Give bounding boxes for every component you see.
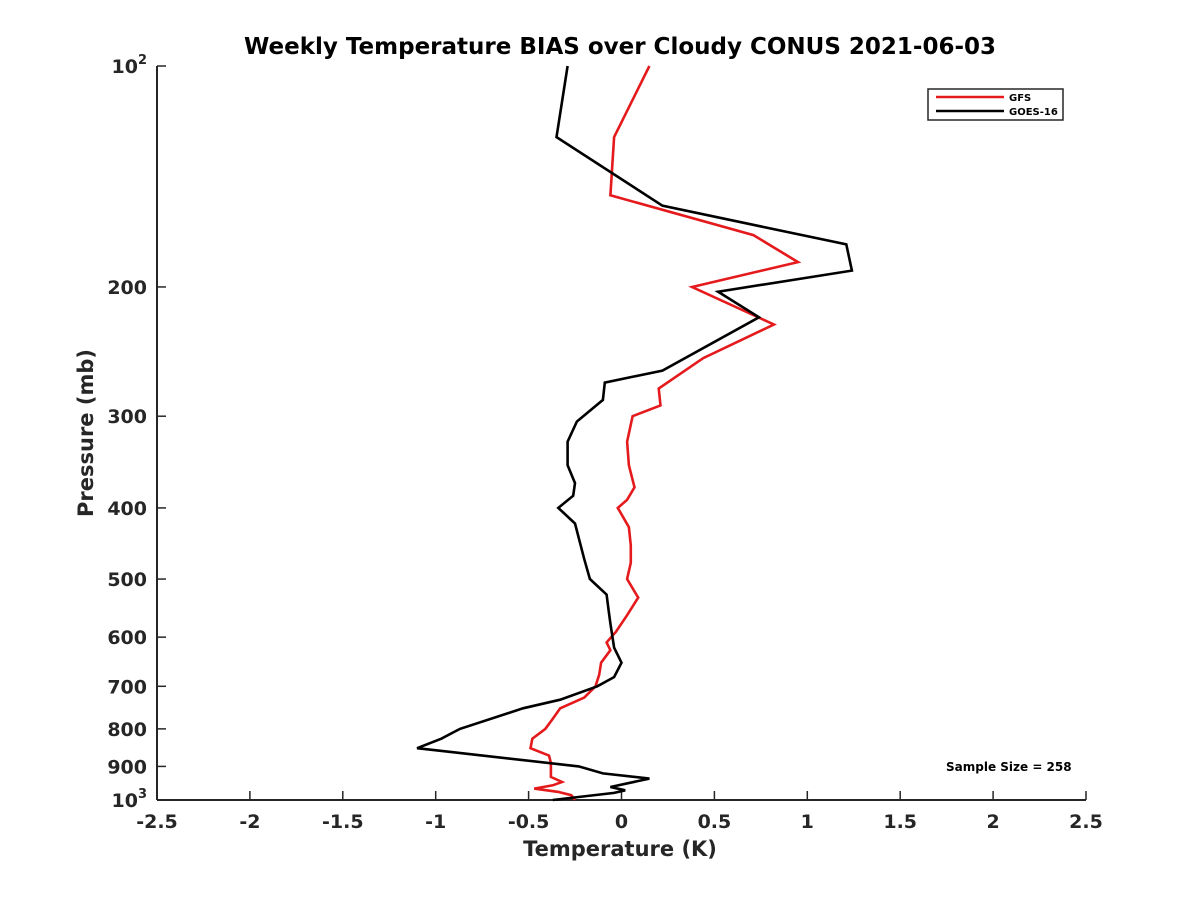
sample-size-annotation: Sample Size = 258 — [946, 760, 1072, 774]
x-tick-label: 1.5 — [883, 811, 917, 833]
series-line-gfs — [529, 65, 802, 801]
y-tick-label: 500 — [107, 569, 147, 591]
x-tick-label: -0.5 — [508, 811, 550, 833]
x-tick-label: 2.5 — [1069, 811, 1103, 833]
y-tick-label: 600 — [107, 627, 147, 649]
legend-box — [927, 88, 1064, 121]
legend-label-goes16: GOES-16 — [1009, 107, 1058, 118]
x-axis-label: Temperature (K) — [523, 837, 717, 861]
chart-title: Weekly Temperature BIAS over Cloudy CONU… — [244, 34, 996, 60]
y-tick-label: 103 — [112, 787, 148, 812]
x-tick-label: -1 — [425, 811, 446, 833]
axes-layer: -2.5 -2 -1.5 -1 -0.5 0 0.5 1 1.5 2 2.5 102 200 300 400… — [107, 53, 1103, 833]
series-layer — [416, 65, 854, 802]
x-tick-label: 0.5 — [698, 811, 732, 833]
y-tick-label: 400 — [107, 498, 147, 520]
series-line-goes16 — [416, 65, 854, 802]
y-tick-label: 102 — [112, 53, 148, 78]
legend: GFS GOES-16 — [927, 88, 1064, 121]
y-tick-label: 700 — [107, 676, 147, 698]
y-tick-label: 900 — [107, 756, 147, 778]
x-tick-label: 1 — [801, 811, 814, 833]
x-tick-label: 2 — [986, 811, 999, 833]
y-tick-label: 200 — [107, 277, 147, 299]
y-tick-label: 800 — [107, 719, 147, 741]
x-tick-label: -2.5 — [136, 811, 178, 833]
x-tick-label: 0 — [615, 811, 628, 833]
legend-label-gfs: GFS — [1009, 93, 1031, 104]
x-tick-label: -2 — [239, 811, 260, 833]
x-tick-label: -1.5 — [322, 811, 364, 833]
y-axis-label: Pressure (mb) — [74, 349, 98, 517]
y-tick-label: 300 — [107, 406, 147, 428]
